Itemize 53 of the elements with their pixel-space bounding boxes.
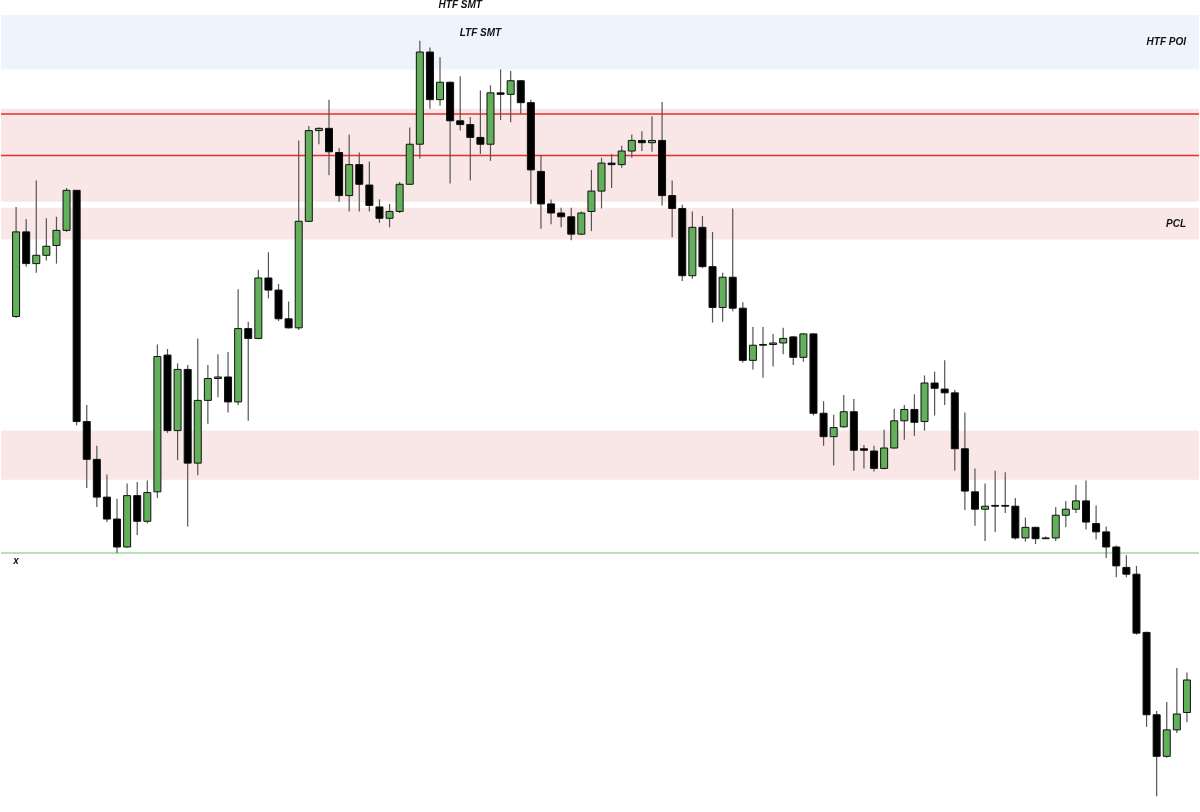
candlestick xyxy=(1102,525,1111,559)
candlestick xyxy=(506,70,515,123)
candlestick xyxy=(637,130,646,152)
candlestick xyxy=(567,207,576,241)
candlestick xyxy=(213,353,222,398)
candlestick xyxy=(789,335,798,366)
candlestick xyxy=(991,470,1000,533)
candlestick xyxy=(456,75,465,132)
candlestick xyxy=(647,115,656,153)
candlestick xyxy=(668,179,677,238)
text: LTF SMT xyxy=(459,26,503,38)
candlestick xyxy=(1061,500,1070,528)
candlestick xyxy=(42,217,51,262)
ref-line-label: x xyxy=(12,555,20,567)
candlestick xyxy=(1001,471,1010,514)
candlestick xyxy=(436,56,445,107)
candlestick xyxy=(617,145,626,169)
candlestick xyxy=(1112,544,1121,578)
candlestick xyxy=(970,467,979,527)
candlestick xyxy=(324,99,333,176)
candlestick xyxy=(466,116,475,182)
candlestick xyxy=(577,210,586,236)
candlestick xyxy=(102,473,111,523)
candlestick xyxy=(870,445,879,473)
candlestick xyxy=(839,394,848,429)
candlestick xyxy=(900,404,909,441)
candlestick xyxy=(759,326,768,379)
candlestick xyxy=(557,207,566,228)
candlestick xyxy=(314,127,323,145)
candlestick xyxy=(1071,484,1080,514)
candlestick xyxy=(1082,479,1090,531)
candlestick xyxy=(1051,506,1060,542)
text: HTF SMT xyxy=(438,0,483,10)
candlestick xyxy=(244,321,253,422)
candlestick xyxy=(779,327,788,355)
candlestick xyxy=(940,359,949,406)
candlestick xyxy=(859,444,868,470)
candlestick xyxy=(203,364,212,425)
candlestick xyxy=(748,326,757,371)
candlestick xyxy=(829,414,838,466)
candlestick xyxy=(769,333,778,367)
candlestick xyxy=(1172,667,1181,734)
candlestick xyxy=(880,429,889,470)
band-label: PCL xyxy=(1166,217,1186,229)
candlestick xyxy=(355,151,364,213)
candlestick xyxy=(1092,504,1101,541)
candlestick xyxy=(365,161,374,213)
candlestick xyxy=(981,482,990,542)
candlestick xyxy=(627,133,636,159)
candlestick xyxy=(32,179,41,274)
candlestick xyxy=(547,198,556,225)
candlestick xyxy=(516,79,525,115)
band-label: HTF POI xyxy=(1146,36,1187,48)
